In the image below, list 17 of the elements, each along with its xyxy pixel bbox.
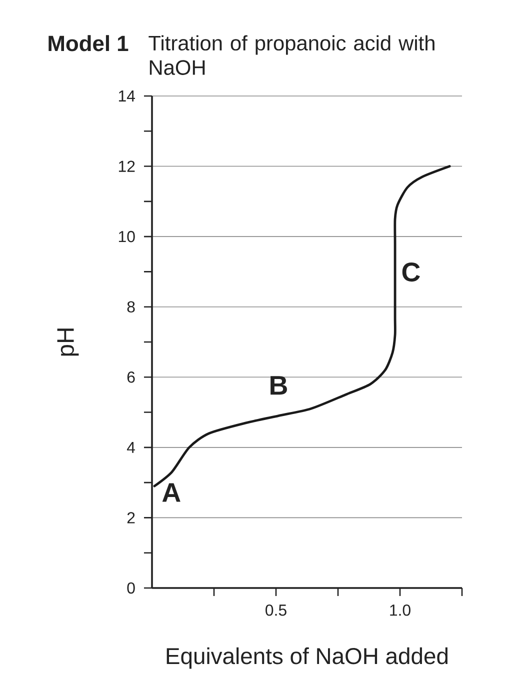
y-tick-label: 0 (127, 582, 135, 594)
y-tick-label: 14 (118, 90, 135, 102)
y-tick-label: 6 (127, 372, 135, 383)
annotation: B (270, 376, 287, 395)
y-tick-label: 8 (127, 301, 135, 312)
chart-subtitle: Titration of propanoic acid with NaOH (148, 35, 434, 75)
x-tick-label: 1.0 (390, 604, 410, 616)
x-axis-title: Equivalents of NaOH added (166, 647, 448, 669)
x-tick-label: 0.5 (266, 604, 286, 616)
y-tick-label: 10 (118, 230, 135, 242)
annotation: C (402, 262, 420, 282)
y-tick-label: 2 (127, 512, 135, 524)
y-tick-label: 4 (126, 442, 136, 453)
annotation: A (162, 483, 180, 502)
y-tick-label: 12 (118, 160, 135, 172)
y-axis-title: pH (57, 328, 79, 356)
chart-title: Model 1 (48, 35, 128, 52)
